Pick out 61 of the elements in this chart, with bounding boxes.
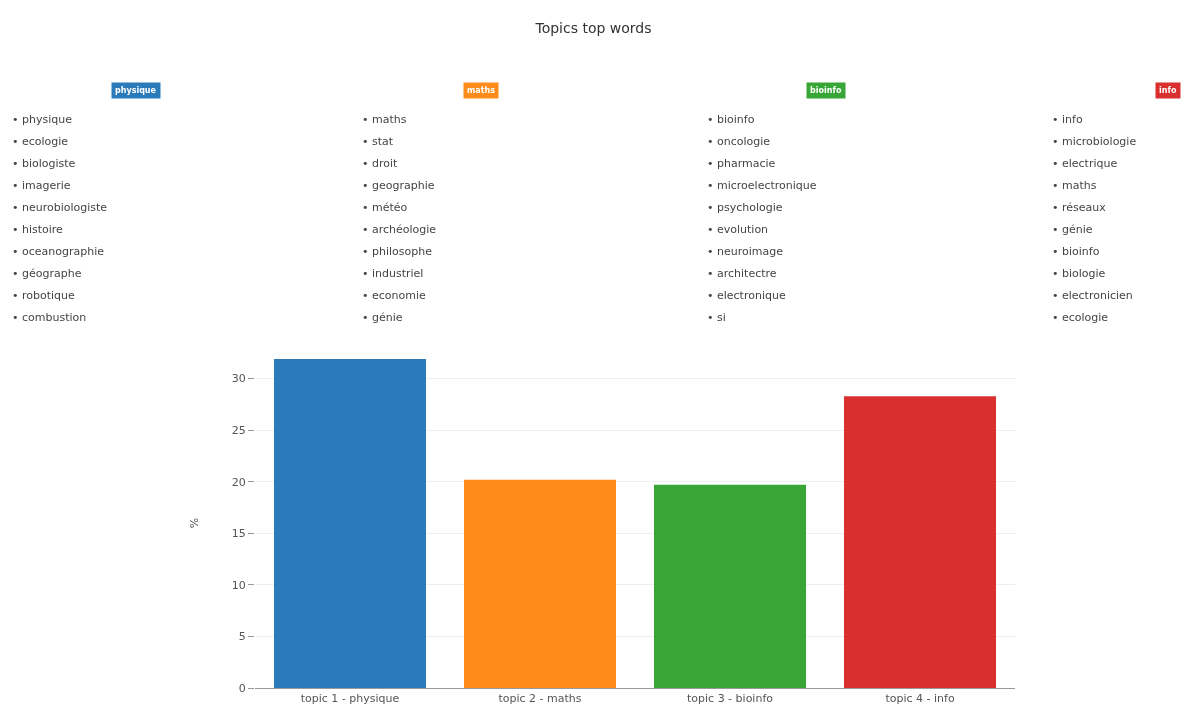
- text: • info: [1052, 113, 1083, 126]
- text: • industriel: [362, 267, 424, 280]
- text: • electronicien: [1052, 289, 1133, 302]
- text: • geographie: [362, 179, 435, 192]
- text: • réseaux: [1052, 201, 1107, 214]
- text: • météo: [362, 201, 408, 214]
- text: • economie: [362, 289, 426, 302]
- text: • psychologie: [707, 201, 783, 214]
- text: • pharmacie: [707, 157, 776, 170]
- text: bioinfo: [810, 86, 842, 95]
- text: • combustion: [12, 311, 87, 324]
- text: • archéologie: [362, 223, 437, 236]
- text: • si: [707, 311, 726, 324]
- text: • biologie: [1052, 267, 1106, 280]
- bar: [274, 359, 426, 688]
- x-tick-label: topic 1 - physique: [300, 692, 400, 706]
- text: • bioinfo: [707, 113, 755, 126]
- text: • electronique: [707, 289, 786, 302]
- chart-title: Topics top words: [534, 19, 652, 36]
- text: • microbiologie: [1052, 135, 1137, 148]
- y-tick-label: 0: [238, 681, 246, 695]
- x-tick-label: topic 3 - bioinfo: [687, 692, 774, 706]
- text: • génie: [1052, 223, 1093, 236]
- y-tick-label: 25: [231, 424, 246, 438]
- text: • bioinfo: [1052, 245, 1100, 258]
- y-tick-label: 20: [231, 475, 246, 489]
- text: • génie: [362, 311, 403, 324]
- bar: [844, 396, 996, 688]
- text: • maths: [362, 113, 407, 126]
- text: maths: [467, 86, 496, 95]
- text: • philosophe: [362, 245, 433, 258]
- y-tick-label: 15: [231, 527, 246, 541]
- bar: [464, 479, 616, 688]
- text: • robotique: [12, 289, 76, 302]
- text: • evolution: [707, 223, 769, 236]
- text: • ecologie: [1052, 311, 1109, 324]
- y-tick-label: 30: [231, 372, 246, 386]
- text: physique: [115, 86, 157, 95]
- y-axis-title: %: [188, 517, 202, 529]
- text: • physique: [12, 113, 73, 126]
- text: • oncologie: [707, 135, 771, 148]
- text: • droit: [362, 157, 399, 170]
- text: • neuroimage: [707, 245, 784, 258]
- text: • ecologie: [12, 135, 69, 148]
- text: • imagerie: [12, 179, 71, 192]
- text: • histoire: [12, 223, 64, 236]
- text: • architectre: [707, 267, 777, 280]
- text: • biologiste: [12, 157, 76, 170]
- text: • neurobiologiste: [12, 201, 108, 214]
- text: • maths: [1052, 179, 1097, 192]
- text: • electrique: [1052, 157, 1118, 170]
- text: • géographe: [12, 267, 82, 280]
- y-tick-label: 10: [231, 578, 246, 592]
- text: • microelectronique: [707, 179, 817, 192]
- text: • oceanographie: [12, 245, 105, 258]
- bar: [654, 484, 806, 688]
- y-tick-label: 5: [238, 630, 246, 644]
- text: info: [1159, 86, 1177, 95]
- x-tick-label: topic 4 - info: [885, 692, 955, 706]
- x-tick-label: topic 2 - maths: [498, 692, 582, 706]
- text: • stat: [362, 135, 394, 148]
